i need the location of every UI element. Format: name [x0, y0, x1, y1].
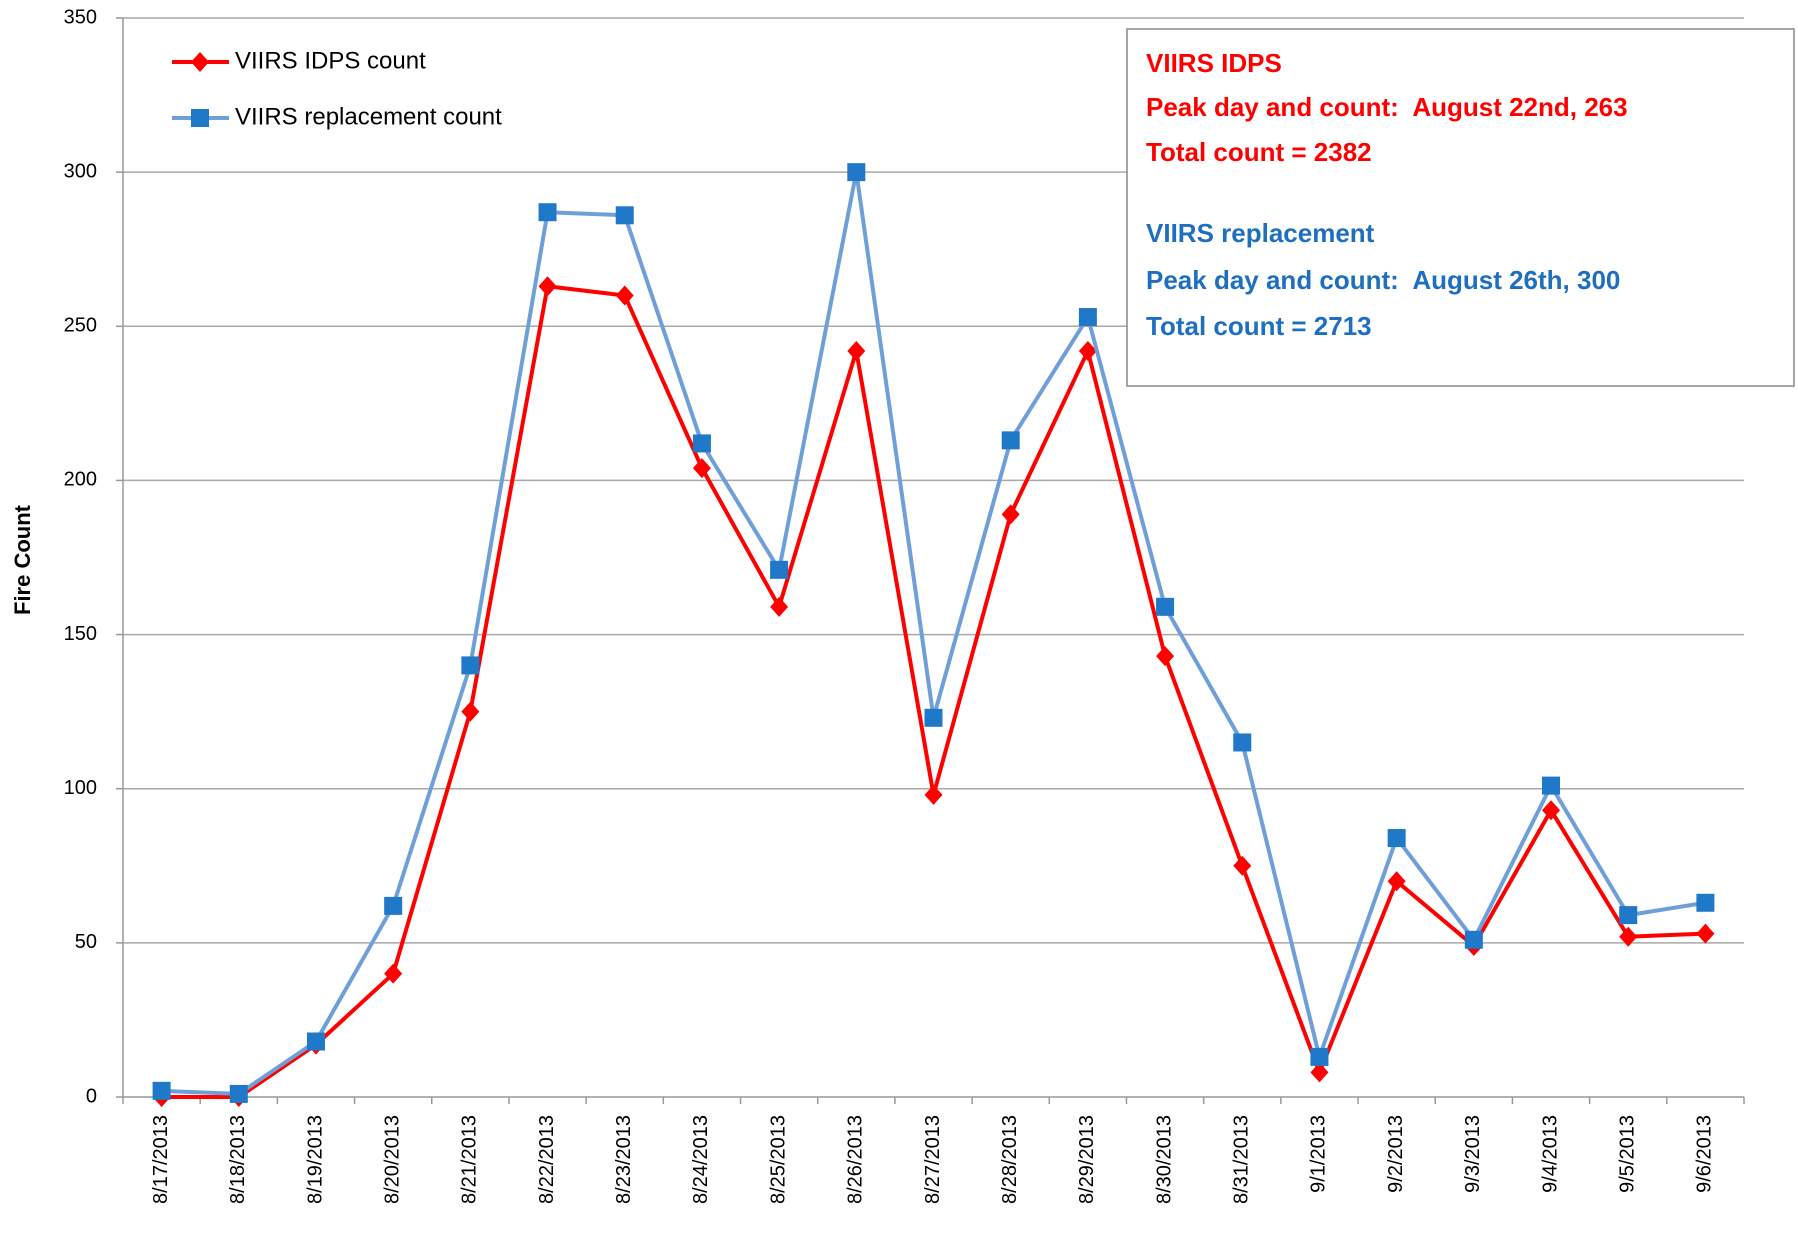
y-tick-label: 50 [75, 931, 97, 953]
x-tick-label: 8/30/2013 [1153, 1115, 1175, 1204]
marker [461, 656, 480, 675]
x-tick-label: 8/19/2013 [304, 1115, 326, 1204]
x-tick-label: 8/24/2013 [690, 1115, 712, 1204]
annotation: Peak day and count: August 22nd, 263 [1146, 92, 1628, 122]
marker [1310, 1047, 1329, 1066]
x-tick-label: 8/31/2013 [1231, 1115, 1253, 1204]
marker [1156, 646, 1175, 667]
x-tick-label: 8/29/2013 [1076, 1115, 1098, 1204]
marker [1233, 733, 1252, 752]
x-tick-label: 8/23/2013 [613, 1115, 635, 1204]
annotation: Total count = 2713 [1146, 311, 1372, 341]
legend-label: VIIRS IDPS count [235, 47, 426, 74]
marker [924, 784, 943, 805]
x-tick-label: 8/22/2013 [536, 1115, 558, 1204]
marker [1001, 431, 1020, 450]
marker [384, 896, 403, 915]
marker [1696, 923, 1715, 944]
legend-marker [191, 109, 209, 127]
legend-label: VIIRS replacement count [235, 103, 502, 130]
x-tick-label: 8/28/2013 [999, 1115, 1021, 1204]
marker [692, 434, 711, 453]
annotation: Peak day and count: August 26th, 300 [1146, 265, 1620, 295]
x-tick-label: 8/17/2013 [150, 1115, 172, 1204]
marker [692, 458, 711, 479]
marker [384, 963, 403, 984]
marker [1542, 800, 1561, 821]
y-tick-label: 250 [64, 315, 97, 337]
marker [538, 203, 557, 222]
marker [847, 340, 866, 361]
y-tick-label: 0 [86, 1085, 97, 1107]
y-tick-label: 150 [64, 623, 97, 645]
x-tick-label: 9/3/2013 [1462, 1115, 1484, 1193]
marker [1619, 926, 1638, 947]
marker [615, 206, 634, 225]
x-tick-label: 8/26/2013 [845, 1115, 867, 1204]
annotation-box [1126, 28, 1795, 387]
marker [1464, 930, 1483, 949]
x-tick-label: 9/1/2013 [1308, 1115, 1330, 1193]
marker [1078, 308, 1097, 327]
marker [1233, 855, 1252, 876]
x-tick-label: 9/2/2013 [1385, 1115, 1407, 1193]
marker [538, 276, 557, 297]
x-tick-label: 9/4/2013 [1539, 1115, 1561, 1193]
marker [229, 1084, 248, 1103]
x-tick-label: 8/27/2013 [922, 1115, 944, 1204]
marker [461, 701, 480, 722]
marker [1542, 776, 1561, 795]
y-tick-label: 200 [64, 469, 97, 491]
marker [1387, 871, 1406, 892]
x-tick-label: 9/5/2013 [1616, 1115, 1638, 1193]
marker [1310, 1062, 1329, 1083]
annotation: Total count = 2382 [1146, 137, 1372, 167]
marker [770, 596, 789, 617]
marker [847, 163, 866, 182]
marker [770, 560, 789, 579]
marker [615, 285, 634, 306]
marker [1078, 340, 1097, 361]
marker [152, 1081, 171, 1100]
marker [1619, 906, 1638, 925]
x-tick-label: 8/18/2013 [227, 1115, 249, 1204]
marker [1156, 597, 1175, 616]
marker [1387, 829, 1406, 848]
y-tick-label: 350 [64, 6, 97, 28]
x-tick-label: 9/6/2013 [1694, 1115, 1716, 1193]
marker [1001, 504, 1020, 525]
marker [924, 708, 943, 727]
x-tick-label: 8/21/2013 [459, 1115, 481, 1204]
annotation: VIIRS IDPS [1146, 48, 1282, 78]
x-tick-label: 8/20/2013 [381, 1115, 403, 1204]
legend-marker [191, 52, 209, 72]
x-tick-label: 8/25/2013 [767, 1115, 789, 1204]
marker [306, 1032, 325, 1051]
y-tick-label: 300 [64, 160, 97, 182]
y-axis-label: Fire Count [10, 504, 35, 615]
y-tick-label: 100 [64, 777, 97, 799]
annotation: VIIRS replacement [1146, 218, 1375, 248]
marker [1696, 893, 1715, 912]
